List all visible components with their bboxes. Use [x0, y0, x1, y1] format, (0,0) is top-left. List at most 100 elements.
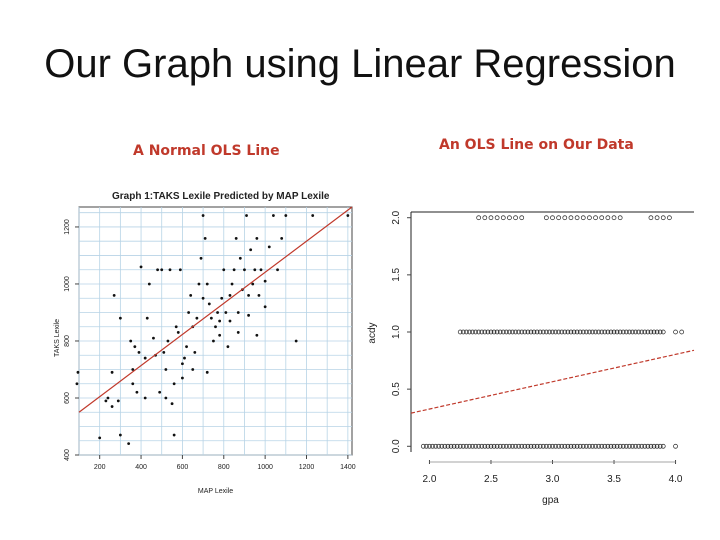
data-point [528, 443, 534, 449]
data-point [185, 345, 188, 349]
data-point [513, 329, 518, 335]
ols-fit-line [78, 206, 353, 413]
data-point [534, 443, 540, 449]
data-point [571, 329, 577, 335]
data-point [605, 329, 611, 335]
data-point [427, 443, 432, 449]
data-point [280, 236, 284, 240]
data-point [451, 443, 457, 449]
data-point [639, 329, 645, 335]
data-point [454, 443, 460, 449]
data-point [510, 329, 515, 335]
data-point [543, 443, 549, 449]
data-point [127, 442, 131, 445]
data-point [199, 256, 203, 260]
data-point [651, 443, 657, 449]
x-tick-label: 1200 [299, 464, 315, 471]
y-tick-label: 1200 [64, 219, 71, 235]
data-point [568, 329, 574, 335]
y-tick-label: 0.0 [391, 439, 402, 453]
data-point [611, 215, 617, 221]
data-point [608, 329, 614, 335]
data-point [580, 443, 586, 449]
data-point [660, 215, 666, 221]
data-point [152, 336, 155, 340]
data-point [251, 282, 255, 286]
data-point [623, 443, 629, 449]
y-tick-label: 1.5 [391, 267, 402, 281]
x-tick-label: 2.0 [423, 474, 437, 485]
data-point [181, 376, 184, 380]
data-point [255, 333, 259, 337]
data-point [617, 329, 623, 335]
data-point [476, 443, 482, 449]
data-point [550, 329, 555, 335]
data-point [574, 443, 580, 449]
data-point [479, 443, 485, 449]
data-point [596, 329, 601, 335]
data-point [537, 329, 543, 335]
data-point [577, 443, 583, 449]
data-point [104, 399, 108, 403]
data-point [147, 282, 151, 286]
data-point [654, 215, 660, 221]
data-point [203, 236, 207, 240]
data-point [131, 382, 135, 386]
data-point [75, 382, 79, 386]
data-point [276, 268, 279, 272]
data-point [209, 316, 213, 320]
data-point [500, 443, 506, 449]
data-point [540, 443, 546, 449]
data-point [605, 215, 611, 221]
data-point [195, 316, 199, 320]
data-point [226, 345, 230, 349]
data-point [294, 339, 298, 343]
data-point [642, 443, 648, 449]
data-point [197, 282, 201, 286]
data-point [263, 305, 267, 309]
data-point [272, 214, 275, 217]
data-point [620, 329, 626, 335]
slide-title: Our Graph using Linear Regression [44, 42, 676, 86]
data-point [562, 329, 568, 335]
data-point [236, 311, 240, 314]
x-tick-label: 2.5 [484, 474, 498, 485]
data-point [249, 248, 253, 252]
data-point [531, 443, 537, 449]
data-point [162, 350, 166, 354]
y-axis-label: TAKS Lexile [54, 319, 61, 357]
data-point [234, 236, 238, 240]
data-point [568, 215, 574, 221]
data-point [602, 443, 608, 449]
data-point [166, 339, 170, 343]
data-point [614, 329, 620, 335]
data-point [263, 279, 267, 283]
data-point [473, 329, 478, 335]
data-point [587, 215, 592, 221]
data-point [143, 396, 147, 400]
data-point [193, 350, 197, 354]
data-point [164, 368, 168, 371]
data-point [657, 443, 663, 449]
data-point [507, 215, 512, 221]
data-point [614, 443, 620, 449]
data-point [516, 329, 522, 335]
data-point [216, 311, 219, 314]
x-tick-label: 800 [218, 464, 230, 471]
data-point [137, 350, 141, 354]
data-point [553, 329, 558, 335]
data-point [593, 443, 598, 449]
data-point [183, 356, 186, 360]
data-point [346, 214, 350, 217]
data-point [673, 443, 678, 449]
data-point [630, 443, 635, 449]
data-point [507, 443, 512, 449]
data-point [510, 443, 515, 449]
data-point [556, 215, 562, 221]
data-point [534, 329, 540, 335]
data-point [580, 215, 586, 221]
x-axis-label: gpa [542, 495, 559, 506]
data-point [497, 443, 503, 449]
data-point [178, 268, 182, 272]
